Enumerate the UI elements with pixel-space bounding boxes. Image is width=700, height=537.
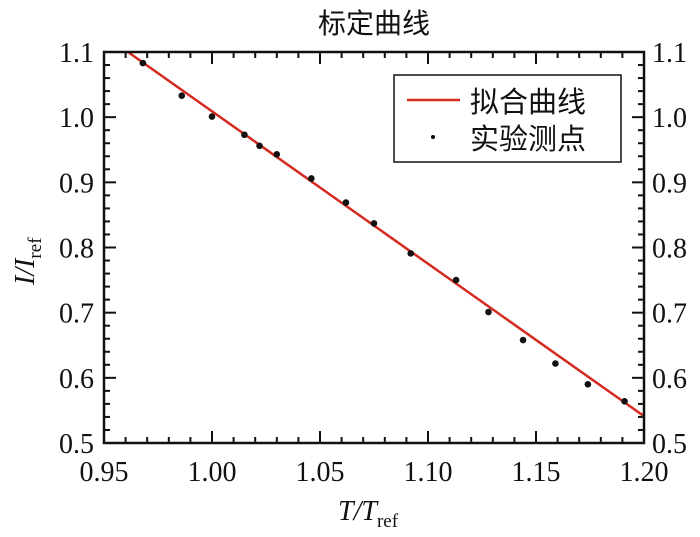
data-point	[621, 397, 628, 405]
y-tick-label: 0.5	[59, 429, 94, 460]
legend-label-fit: 拟合曲线	[470, 86, 586, 119]
data-point	[139, 59, 147, 67]
y-axis-label-sub: ref	[25, 237, 46, 259]
data-point	[584, 381, 592, 388]
data-point	[241, 131, 248, 139]
y-tick-label: 0.6	[59, 364, 94, 395]
y-tick-label: 0.7	[59, 299, 94, 330]
data-point	[256, 142, 263, 150]
y-tick-label: 1.1	[59, 38, 94, 69]
data-point	[308, 175, 315, 182]
x-tick-label: 1.20	[620, 457, 669, 488]
legend-label-points: 实验测点	[470, 123, 586, 156]
data-point	[208, 113, 216, 120]
chart-title: 标定曲线	[318, 8, 430, 40]
y-tick-label: 0.9	[59, 168, 94, 199]
x-axis-label: T/Tref	[338, 496, 399, 532]
data-point	[342, 199, 350, 206]
y-tick-label: 1.0	[59, 103, 94, 134]
x-tick-label: 1.10	[404, 457, 453, 488]
y-tick-label-right: 0.9	[652, 168, 687, 199]
data-point	[552, 360, 559, 367]
legend: 拟合曲线 实验测点	[393, 74, 622, 163]
x-axis-label-sub: ref	[377, 511, 399, 532]
data-point	[407, 250, 415, 257]
plot-frame	[102, 50, 646, 445]
data-point	[519, 336, 527, 344]
tick-labels: 0.95 1.00 1.05 1.10 1.15 1.200.5 0.50.6 0.60.7 0…	[59, 38, 687, 488]
y-axis-label: I/Iref	[10, 237, 46, 286]
y-tick-label-right: 1.0	[652, 103, 687, 134]
x-tick-label: 1.00	[188, 457, 237, 488]
x-tick-label: 1.05	[296, 457, 345, 488]
y-tick-label-right: 1.1	[652, 38, 687, 69]
x-tick-label: 0.95	[80, 457, 129, 488]
fit-line	[127, 50, 645, 418]
x-tick-label: 1.15	[512, 457, 561, 488]
y-axis-label-main: I/I	[10, 257, 41, 286]
data-point	[485, 308, 492, 316]
plot-marks	[127, 50, 645, 418]
legend-dot-swatch	[431, 135, 435, 139]
y-tick-label-right: 0.7	[652, 299, 687, 330]
y-tick-label-right: 0.8	[652, 234, 687, 265]
data-point	[178, 92, 186, 99]
x-axis-label-main: T/T	[338, 496, 379, 527]
y-tick-label-right: 0.6	[652, 364, 687, 395]
y-tick-label: 0.8	[59, 234, 94, 265]
data-point	[273, 151, 281, 158]
y-tick-label-right: 0.5	[652, 429, 687, 460]
data-point	[370, 220, 378, 227]
data-point	[452, 276, 460, 284]
legend-box	[393, 74, 622, 163]
